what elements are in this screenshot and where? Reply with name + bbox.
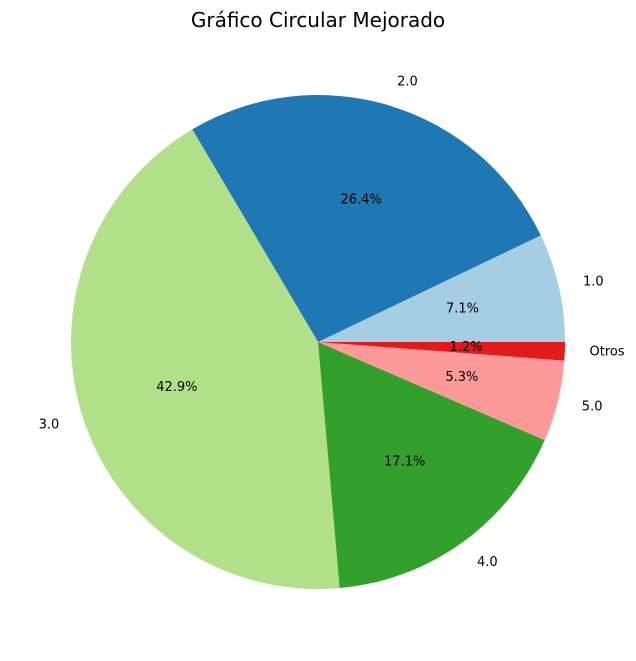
pie-slices xyxy=(71,95,565,590)
slice-label-3-0: 3.0 xyxy=(39,418,60,433)
pct-label-1-0: 7.1% xyxy=(446,302,479,317)
pct-label-4-0: 17.1% xyxy=(384,455,425,470)
pie-labels: 1.0 7.1% 2.0 26.4% 3.0 42.9% 4.0 17.1% 5.0 5.3% Ot… xyxy=(39,75,625,570)
pie-slice-otros xyxy=(318,342,565,361)
pct-label-5-0: 5.3% xyxy=(445,370,478,385)
pie-slice-3-0 xyxy=(71,129,340,590)
slice-label-2-0: 2.0 xyxy=(397,75,418,90)
chart-title: Gráfico Circular Mejorado xyxy=(191,8,445,32)
slice-label-otros: Otros xyxy=(590,345,625,360)
slice-label-1-0: 1.0 xyxy=(583,274,604,289)
pct-label-otros: 1.2% xyxy=(450,340,483,355)
pct-label-2-0: 26.4% xyxy=(340,193,381,208)
pie-slice-4-0 xyxy=(318,342,545,589)
pie-slice-1-0 xyxy=(318,235,565,342)
pie-slice-2-0 xyxy=(192,95,541,343)
slice-label-4-0: 4.0 xyxy=(477,555,498,570)
pct-label-3-0: 42.9% xyxy=(156,380,197,395)
pie-slice-5-0 xyxy=(318,342,565,441)
slice-label-5-0: 5.0 xyxy=(582,400,603,415)
